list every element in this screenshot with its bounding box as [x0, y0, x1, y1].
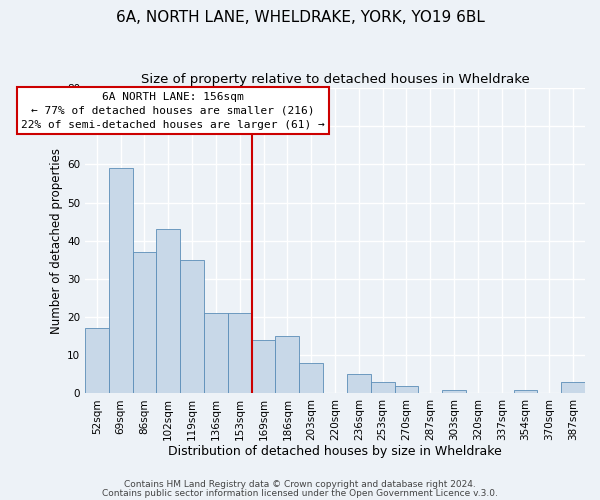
Bar	[347, 374, 371, 394]
Bar	[251, 340, 275, 394]
Title: Size of property relative to detached houses in Wheldrake: Size of property relative to detached ho…	[140, 72, 529, 86]
Bar	[442, 390, 466, 394]
Bar	[109, 168, 133, 394]
Text: 6A, NORTH LANE, WHELDRAKE, YORK, YO19 6BL: 6A, NORTH LANE, WHELDRAKE, YORK, YO19 6B…	[116, 10, 484, 25]
Y-axis label: Number of detached properties: Number of detached properties	[50, 148, 63, 334]
Bar	[228, 313, 251, 394]
Bar	[561, 382, 585, 394]
Bar	[85, 328, 109, 394]
Bar	[395, 386, 418, 394]
X-axis label: Distribution of detached houses by size in Wheldrake: Distribution of detached houses by size …	[168, 444, 502, 458]
Text: Contains public sector information licensed under the Open Government Licence v.: Contains public sector information licen…	[102, 489, 498, 498]
Bar	[299, 363, 323, 394]
Bar	[514, 390, 538, 394]
Bar	[275, 336, 299, 394]
Bar	[180, 260, 204, 394]
Bar	[157, 230, 180, 394]
Text: 6A NORTH LANE: 156sqm
← 77% of detached houses are smaller (216)
22% of semi-det: 6A NORTH LANE: 156sqm ← 77% of detached …	[21, 92, 325, 130]
Bar	[204, 313, 228, 394]
Bar	[133, 252, 157, 394]
Text: Contains HM Land Registry data © Crown copyright and database right 2024.: Contains HM Land Registry data © Crown c…	[124, 480, 476, 489]
Bar	[371, 382, 395, 394]
